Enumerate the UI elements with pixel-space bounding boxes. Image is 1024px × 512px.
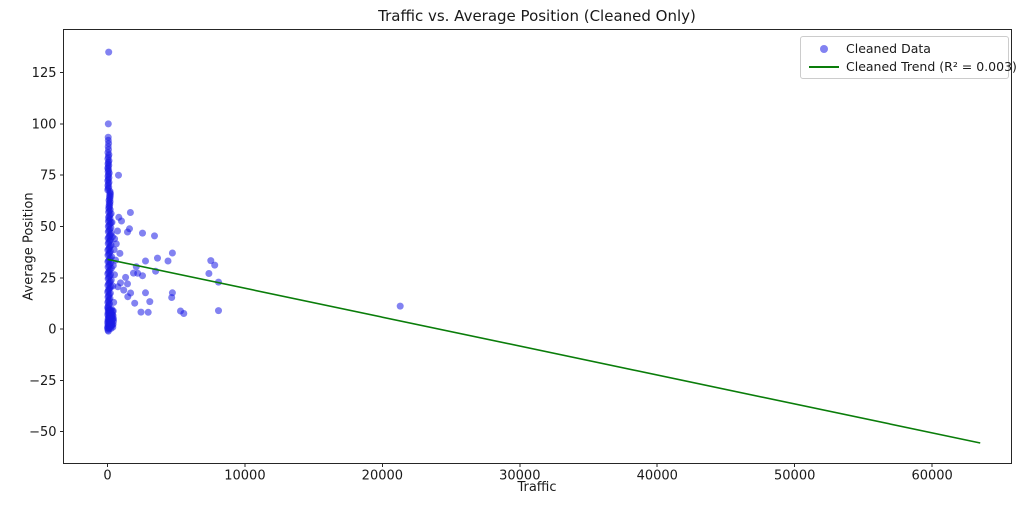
- data-point: [111, 271, 118, 279]
- data-point: [120, 286, 128, 294]
- data-point: [105, 48, 113, 56]
- data-point: [114, 227, 121, 235]
- y-tick-label: 75: [40, 169, 57, 184]
- data-point: [108, 233, 116, 241]
- axes-border: [63, 29, 1012, 464]
- data-point: [142, 257, 149, 265]
- y-tick-label: 0: [48, 323, 56, 338]
- data-point: [134, 269, 142, 277]
- data-point: [215, 307, 222, 315]
- data-point: [124, 293, 132, 301]
- legend-label: Cleaned Trend (R² = 0.003): [846, 59, 1017, 74]
- chart-title: Traffic vs. Average Position (Cleaned On…: [378, 7, 696, 25]
- data-point: [109, 262, 117, 269]
- legend: Cleaned Data Cleaned Trend (R² = 0.003): [800, 36, 1017, 79]
- data-point: [211, 261, 219, 269]
- y-tick-label: 100: [32, 117, 57, 132]
- x-tick-label: 50000: [774, 469, 815, 484]
- data-point: [116, 249, 124, 257]
- data-point: [144, 308, 152, 316]
- data-point: [108, 218, 116, 226]
- data-point: [109, 282, 117, 290]
- y-tick-label: −25: [29, 374, 56, 389]
- data-point: [205, 270, 213, 277]
- data-point: [115, 171, 122, 179]
- data-point: [151, 232, 158, 240]
- y-tick-label: 25: [40, 271, 57, 286]
- scatter-marker-icon: [808, 44, 839, 53]
- data-point: [396, 302, 404, 310]
- x-tick-label: 30000: [499, 469, 540, 484]
- legend-entry-cleaned-data: Cleaned Data: [808, 41, 1001, 56]
- trend-line: [107, 258, 981, 444]
- data-point: [124, 280, 131, 288]
- legend-entry-cleaned-trend: Cleaned Trend (R² = 0.003): [808, 59, 1017, 74]
- data-point: [164, 257, 172, 265]
- y-tick-label: −50: [29, 425, 56, 440]
- x-tick-label: 0: [103, 469, 111, 484]
- data-point: [118, 217, 125, 225]
- x-tick-label: 40000: [637, 469, 678, 484]
- data-point: [131, 299, 139, 307]
- data-point: [146, 298, 154, 306]
- data-point: [137, 308, 145, 316]
- x-axis-label: Traffic: [517, 480, 557, 495]
- data-point: [142, 289, 149, 297]
- legend-label: Cleaned Data: [846, 41, 931, 56]
- trend-line-icon: [808, 65, 839, 68]
- data-point: [110, 298, 118, 306]
- data-point: [177, 307, 184, 315]
- data-point: [122, 273, 130, 281]
- x-tick-label: 60000: [911, 469, 952, 484]
- data-point: [168, 249, 176, 257]
- y-axis-label: Average Position: [21, 192, 37, 301]
- x-tick-label: 20000: [362, 469, 403, 484]
- data-point: [104, 120, 112, 128]
- data-point: [106, 315, 114, 323]
- data-point: [104, 133, 112, 141]
- y-tick-label: 125: [32, 66, 57, 81]
- data-point: [139, 229, 146, 237]
- data-point: [126, 209, 134, 216]
- data-point: [112, 240, 120, 248]
- data-point: [154, 254, 161, 262]
- y-tick-label: 50: [40, 220, 57, 235]
- data-point: [168, 294, 176, 301]
- data-point: [110, 246, 118, 254]
- x-tick-label: 10000: [224, 469, 265, 484]
- data-point: [124, 228, 131, 236]
